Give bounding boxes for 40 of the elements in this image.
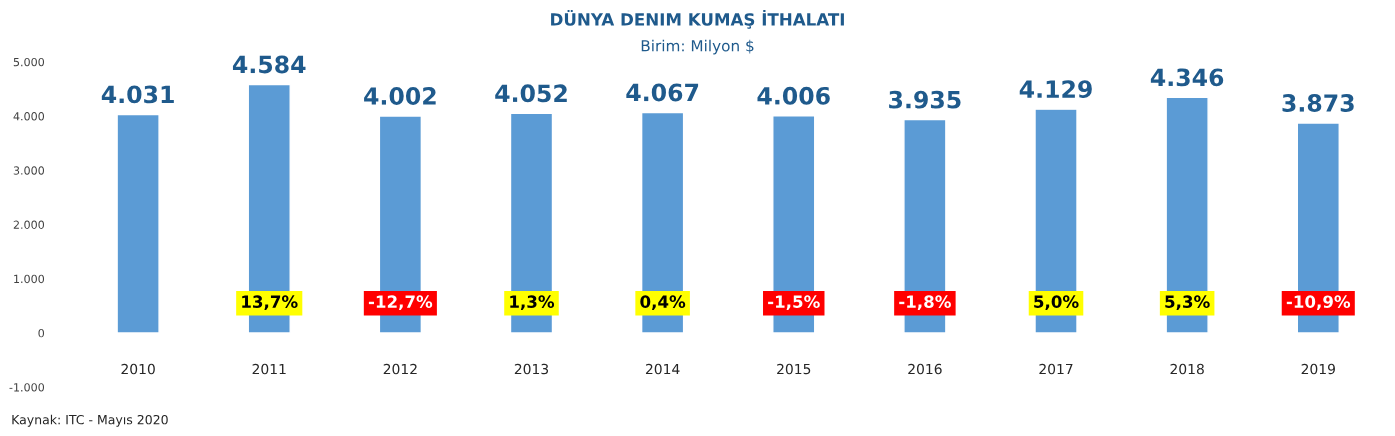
x-tick-label: 2016 bbox=[908, 363, 942, 375]
y-tick-label: 0 bbox=[38, 328, 45, 338]
x-tick-label: 2011 bbox=[252, 363, 286, 375]
data-label: 4.346 bbox=[1150, 68, 1224, 87]
annotation: -1,8% bbox=[899, 295, 951, 311]
x-tick-label: 2018 bbox=[1170, 363, 1204, 375]
chart-title: DÜNYA DENIM KUMAŞ İTHALATI bbox=[551, 10, 844, 29]
x-tick-label: 2010 bbox=[121, 363, 155, 375]
data-label: 4.031 bbox=[101, 85, 174, 104]
x-tick-label: 2015 bbox=[777, 363, 811, 375]
data-label: 4.002 bbox=[364, 87, 436, 105]
annotation: -12,7% bbox=[368, 295, 433, 311]
data-label: 4.067 bbox=[626, 83, 699, 102]
y-tick-label: 4.000 bbox=[13, 112, 45, 121]
x-tick-label: 2013 bbox=[514, 363, 549, 375]
data-label: 4.584 bbox=[232, 55, 306, 74]
x-tick-label: 2019 bbox=[1301, 363, 1335, 375]
x-tick-label: 2014 bbox=[645, 363, 680, 375]
y-tick-label: 5.000 bbox=[13, 57, 45, 67]
y-tick-label: 2.000 bbox=[13, 220, 45, 229]
annotation: 13,7% bbox=[242, 295, 298, 311]
annotation: 5,3% bbox=[1165, 295, 1210, 311]
chart-subtitle: Birim: Milyon $ bbox=[641, 39, 754, 55]
annotation: -10,9% bbox=[1286, 295, 1351, 311]
annotation: 1,3% bbox=[510, 295, 555, 311]
annotation: -1,5% bbox=[768, 295, 820, 311]
y-tick-label: 3.000 bbox=[13, 166, 45, 175]
y-tick-label: -1.000 bbox=[9, 383, 45, 392]
bar bbox=[116, 113, 160, 334]
y-tick-label: 1.000 bbox=[14, 274, 45, 284]
text: Kaynak: ITC - Mayıs 2020 bbox=[12, 414, 168, 427]
data-label: 4.052 bbox=[495, 84, 567, 103]
x-tick-label: 2012 bbox=[383, 363, 417, 375]
annotation: 0,4% bbox=[640, 295, 686, 311]
annotation: 5,0% bbox=[1034, 295, 1079, 311]
data-label: 3.873 bbox=[1282, 94, 1354, 112]
data-label: 4.006 bbox=[757, 86, 830, 105]
x-tick-label: 2017 bbox=[1039, 363, 1073, 375]
data-label: 4.129 bbox=[1019, 80, 1092, 99]
data-label: 3.935 bbox=[889, 90, 961, 109]
